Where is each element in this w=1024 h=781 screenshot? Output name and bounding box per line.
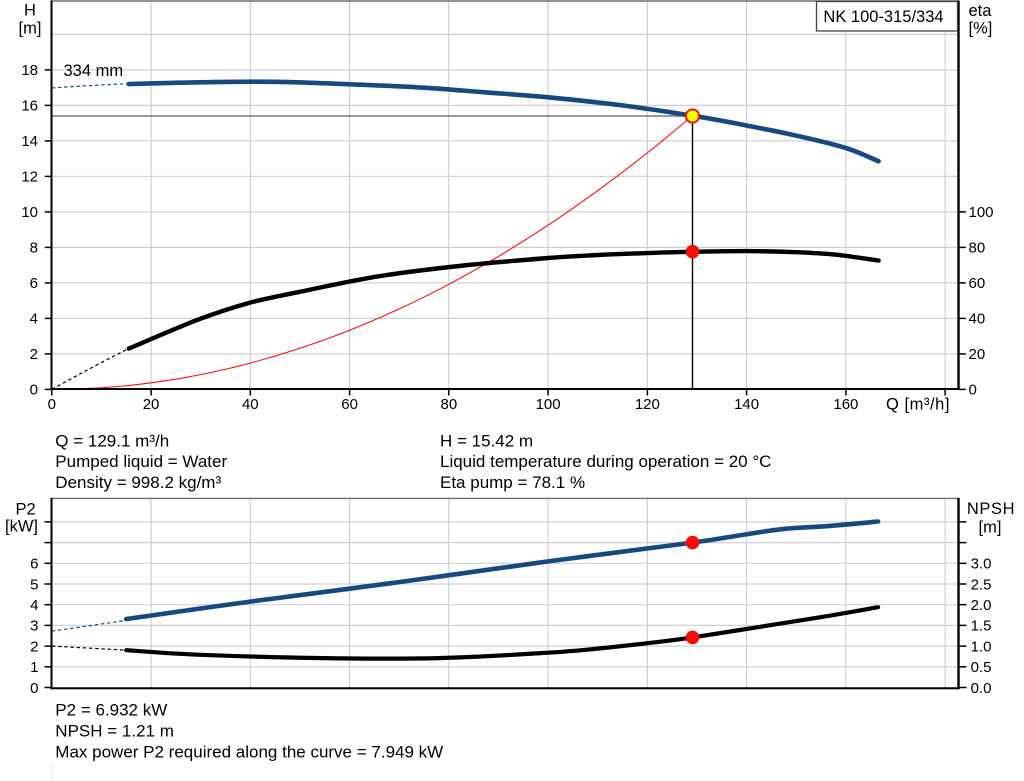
- svg-text:1: 1: [30, 659, 38, 676]
- svg-text:8: 8: [30, 240, 38, 257]
- svg-text:4: 4: [30, 311, 38, 328]
- svg-text:[m]: [m]: [979, 519, 1002, 537]
- svg-text:Max power P2 required along th: Max power P2 required along the curve = …: [55, 742, 443, 761]
- svg-text:NPSH = 1.21 m: NPSH = 1.21 m: [55, 721, 174, 740]
- svg-text:P2 = 6.932 kW: P2 = 6.932 kW: [55, 701, 167, 720]
- svg-text:2.5: 2.5: [971, 576, 992, 593]
- svg-text:20: 20: [143, 396, 160, 413]
- svg-text:140: 140: [734, 396, 759, 413]
- svg-text:[kW]: [kW]: [5, 518, 38, 536]
- svg-text:[m]: [m]: [19, 20, 42, 38]
- svg-text:5: 5: [30, 576, 38, 593]
- svg-text:2: 2: [30, 346, 38, 363]
- svg-text:16: 16: [21, 98, 38, 115]
- svg-text:H: H: [24, 2, 36, 20]
- svg-text:0: 0: [30, 382, 38, 399]
- svg-text:18: 18: [21, 62, 38, 79]
- svg-text:4: 4: [30, 597, 38, 614]
- svg-text:1.0: 1.0: [971, 638, 992, 655]
- svg-text:3.0: 3.0: [971, 556, 992, 573]
- svg-text:2: 2: [30, 638, 38, 655]
- svg-text:334 mm: 334 mm: [64, 62, 124, 80]
- svg-text:0: 0: [969, 382, 977, 399]
- svg-text:Eta pump = 78.1 %: Eta pump = 78.1 %: [440, 473, 585, 492]
- svg-text:20: 20: [969, 346, 986, 363]
- svg-text:Q = 129.1 m³/h: Q = 129.1 m³/h: [55, 431, 169, 450]
- svg-text:80: 80: [440, 396, 457, 413]
- svg-text:0: 0: [30, 680, 38, 697]
- svg-text:0.5: 0.5: [971, 659, 992, 676]
- svg-text:40: 40: [969, 311, 986, 328]
- svg-text:60: 60: [341, 396, 358, 413]
- svg-text:100: 100: [536, 396, 561, 413]
- svg-text:[%]: [%]: [969, 19, 993, 37]
- svg-text:160: 160: [833, 396, 858, 413]
- svg-text:100: 100: [969, 204, 994, 221]
- svg-text:6: 6: [30, 556, 38, 573]
- svg-text:H = 15.42 m: H = 15.42 m: [440, 431, 533, 450]
- svg-text:14: 14: [21, 133, 38, 150]
- svg-text:0.0: 0.0: [971, 680, 992, 697]
- svg-text:0: 0: [48, 396, 56, 413]
- svg-text:Liquid temperature during oper: Liquid temperature during operation = 20…: [440, 452, 771, 471]
- svg-text:60: 60: [969, 275, 986, 292]
- svg-text:80: 80: [969, 240, 986, 257]
- svg-text:NK 100-315/334: NK 100-315/334: [823, 8, 943, 26]
- svg-text:Q [m³/h]: Q [m³/h]: [886, 395, 950, 413]
- svg-text:40: 40: [242, 396, 259, 413]
- svg-text:120: 120: [635, 396, 660, 413]
- svg-text:1.5: 1.5: [971, 618, 992, 635]
- svg-text:6: 6: [30, 275, 38, 292]
- svg-text:Pumped liquid = Water: Pumped liquid = Water: [55, 452, 227, 471]
- svg-text:3: 3: [30, 618, 38, 635]
- svg-text:eta: eta: [969, 2, 993, 20]
- svg-text:2.0: 2.0: [971, 597, 992, 614]
- svg-text:Density = 998.2 kg/m³: Density = 998.2 kg/m³: [55, 473, 221, 492]
- svg-text:10: 10: [21, 204, 38, 221]
- svg-text:P2: P2: [16, 501, 36, 519]
- svg-text:NPSH: NPSH: [967, 500, 1015, 518]
- svg-text:12: 12: [21, 169, 38, 186]
